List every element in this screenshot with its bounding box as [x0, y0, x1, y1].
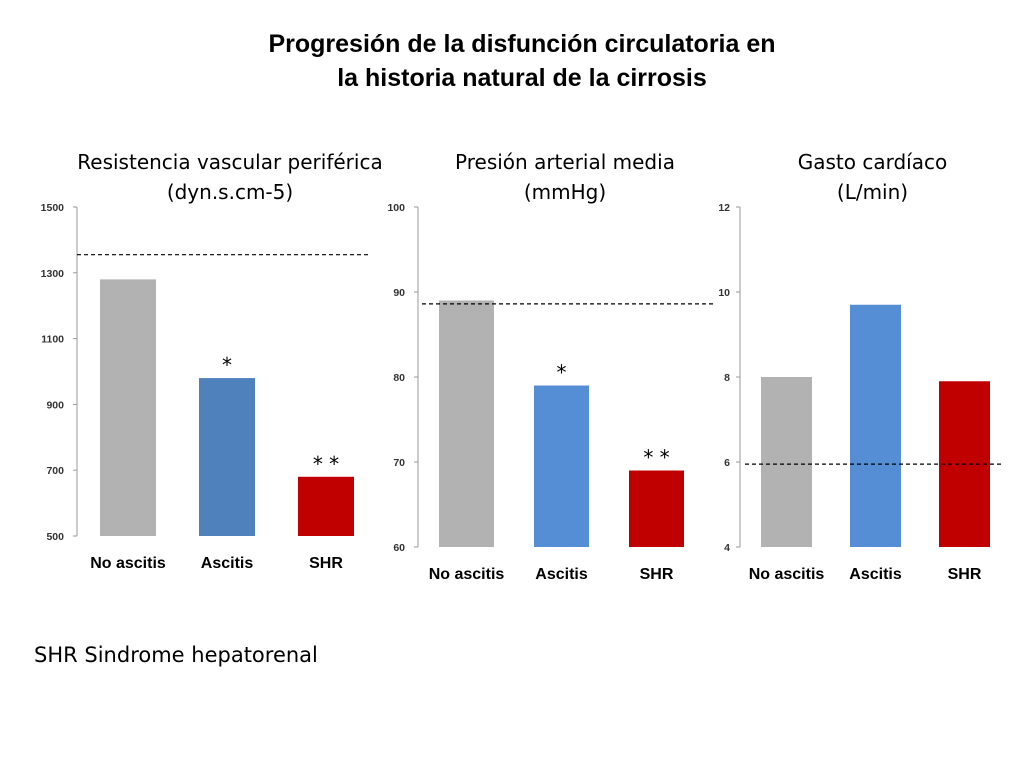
bar-no-ascitis [439, 300, 494, 547]
y-tick-label: 12 [718, 202, 730, 214]
bar-no-ascitis [761, 377, 812, 547]
y-tick-label: 100 [387, 202, 405, 214]
bar-shr [298, 476, 354, 536]
y-tick-label: 80 [393, 372, 405, 384]
x-category-label: SHR [309, 555, 343, 572]
x-category-label: Ascitis [201, 555, 254, 572]
y-tick-label: 70 [393, 457, 405, 469]
bar-ascitis [850, 304, 901, 547]
y-tick-label: 1500 [41, 202, 65, 214]
chart-1-title-line-2: (dyn.s.cm-5) [166, 180, 294, 204]
bar-ascitis [199, 378, 255, 536]
chart-1-title: Resistencia vascular periférica (dyn.s.c… [70, 147, 390, 207]
chart-2-title: Presión arterial media (mmHg) [410, 147, 720, 207]
y-tick-label: 10 [718, 287, 730, 299]
x-category-label: No ascitis [749, 566, 825, 583]
chart-3-title-line-1: Gasto cardíaco [797, 150, 948, 174]
significance-marker: * [557, 361, 567, 385]
x-category-label: SHR [640, 566, 674, 583]
y-tick-label: 900 [46, 399, 64, 411]
y-tick-label: 500 [46, 531, 64, 543]
chart-2-title-line-2: (mmHg) [523, 180, 607, 204]
y-tick-label: 90 [393, 287, 405, 299]
bar-no-ascitis [100, 279, 156, 536]
significance-marker: * * [313, 452, 339, 476]
footnote: SHR Sindrome hepatorenal [34, 643, 318, 667]
bar-ascitis [534, 385, 589, 547]
x-category-label: Ascitis [849, 566, 902, 583]
y-tick-label: 8 [724, 372, 730, 384]
chart-1-title-line-1: Resistencia vascular periférica [77, 150, 383, 174]
significance-marker: * * [643, 446, 669, 470]
x-category-label: Ascitis [535, 566, 588, 583]
chart-3-title-line-2: (L/min) [836, 180, 909, 204]
x-category-label: SHR [948, 566, 982, 583]
x-category-label: No ascitis [429, 566, 505, 583]
chart-3-title: Gasto cardíaco (L/min) [740, 147, 1005, 207]
chart-2-title-line-1: Presión arterial media [455, 150, 675, 174]
y-tick-label: 60 [393, 542, 405, 554]
main-title-line-1: Progresión de la disfunción circulatoria… [268, 30, 776, 58]
y-tick-label: 4 [724, 542, 730, 554]
y-tick-label: 6 [724, 457, 730, 469]
y-tick-label: 1300 [41, 268, 65, 280]
y-tick-label: 1100 [41, 334, 64, 346]
y-tick-label: 700 [46, 465, 64, 477]
x-category-label: No ascitis [90, 555, 166, 572]
main-title-line-2: la historia natural de la cirrosis [337, 64, 707, 92]
bar-shr [629, 470, 684, 547]
significance-marker: * [222, 353, 232, 377]
